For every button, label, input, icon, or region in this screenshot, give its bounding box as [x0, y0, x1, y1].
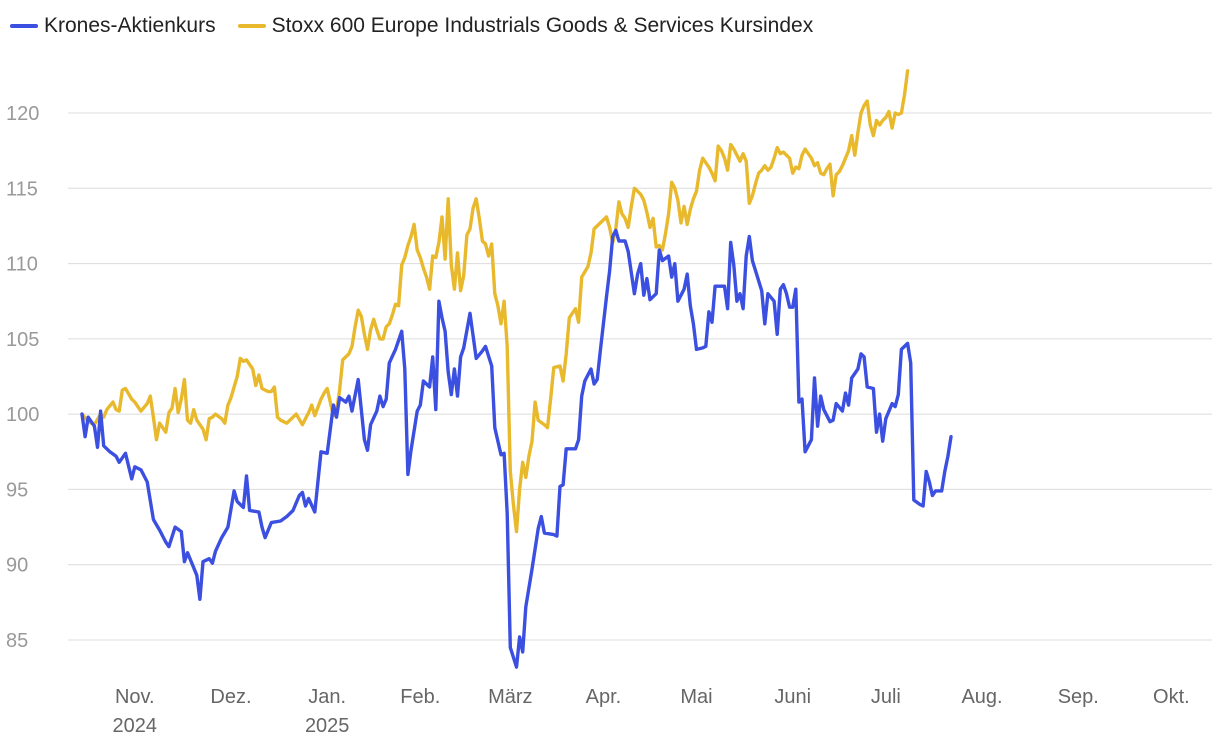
y-tick-label: 115	[6, 178, 38, 200]
grid-lines	[68, 112, 1212, 641]
x-tick-label: Juni	[774, 686, 811, 708]
legend-item-stoxx[interactable]: Stoxx 600 Europe Industrials Goods & Ser…	[237, 14, 814, 38]
x-tick-label: März	[488, 686, 532, 708]
y-tick-label: 110	[6, 254, 38, 276]
x-tick-label: Aug.	[961, 686, 1002, 708]
legend-label-stoxx: Stoxx 600 Europe Industrials Goods & Ser…	[271, 14, 814, 37]
legend-item-krones[interactable]: Krones-Aktienkurs	[10, 14, 216, 38]
x-tick-label: Okt.	[1153, 686, 1190, 708]
series-line-krones	[80, 228, 953, 669]
legend-swatch-krones	[10, 24, 38, 28]
x-tick-label: Dez.	[210, 686, 251, 708]
x-tick-label: Mai	[680, 686, 712, 708]
y-tick-label: 95	[6, 479, 28, 501]
y-tick-label: 120	[6, 103, 39, 125]
x-tick-label: Feb.	[400, 686, 440, 708]
x-tick-label: Jan.	[308, 686, 346, 708]
series-line-stoxx	[80, 69, 910, 534]
y-tick-label: 85	[6, 630, 28, 652]
x-tick-year-label: 2024	[113, 715, 158, 737]
x-tick-label: Sep.	[1058, 686, 1099, 708]
y-tick-label: 90	[6, 555, 28, 577]
y-tick-label: 105	[6, 329, 39, 351]
x-tick-label: Apr.	[586, 686, 622, 708]
x-tick-label: Juli	[871, 686, 901, 708]
y-tick-label: 100	[6, 404, 39, 426]
x-axis: Nov. 2024 Dez. Jan. 2025 Feb. März Apr. Mai Juni J…	[113, 686, 1190, 737]
legend: Krones-Aktienkurs Stoxx 600 Europe Indus…	[10, 12, 813, 40]
series-lines	[80, 69, 953, 669]
legend-swatch-stoxx	[237, 24, 266, 28]
x-tick-label: Nov.	[115, 686, 155, 708]
y-axis: 85 90 95 100 105 110 115 120	[6, 103, 39, 652]
x-tick-year-label: 2025	[305, 715, 350, 737]
legend-label-krones: Krones-Aktienkurs	[44, 14, 216, 37]
